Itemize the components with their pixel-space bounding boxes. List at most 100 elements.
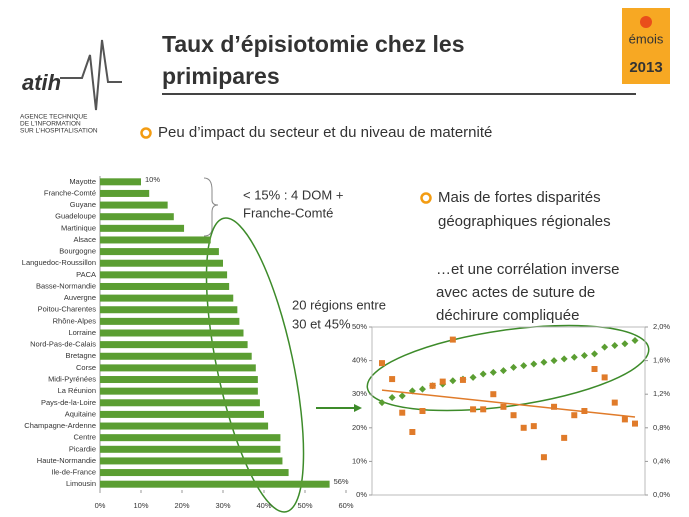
logo-sun [640,16,652,28]
point [379,360,385,367]
bar [100,178,141,186]
point [479,370,487,378]
y2-tick-label: 0,4% [653,456,670,465]
y-tick-label: 30% [352,389,367,398]
point [429,382,436,389]
bar [100,434,281,442]
logo-year: 2013 [629,59,662,76]
point [551,403,558,410]
y2-tick-label: 1,2% [653,389,670,398]
bar [100,445,281,453]
bar [100,329,244,337]
point [631,336,639,344]
bar [100,259,223,267]
bar [100,410,264,418]
annotation: 20 régions entre [292,297,386,312]
value-label: 56% [334,477,349,486]
logo-atih: atih [22,70,61,95]
bar [100,271,228,279]
point [520,424,527,431]
x-tick-label: 10% [133,501,148,510]
bar [100,306,238,314]
point [490,391,497,398]
bar [100,224,185,232]
point [469,373,477,381]
category-label: Martinique [61,223,96,232]
category-label: Auvergne [64,293,96,302]
x-tick-label: 0% [95,501,106,510]
category-label: Guyane [70,200,96,209]
point [530,423,537,430]
bar [100,387,258,395]
category-label: Ile-de-France [51,468,96,477]
bar [100,189,150,197]
category-label: Haute-Normandie [37,456,96,465]
y2-tick-label: 1,6% [653,356,670,365]
category-label: Champagne-Ardenne [24,421,96,430]
bar [100,294,234,302]
category-label: Nord-Pas-de-Calais [30,340,96,349]
point [611,341,619,349]
point [591,350,599,358]
bullet-icon [140,127,152,139]
point [409,429,416,435]
point [378,399,386,407]
bar [100,376,258,384]
point [439,378,446,385]
point [449,377,457,385]
category-label: Poitou-Charentes [38,305,97,314]
point [510,363,518,371]
logo-emois: émois [629,31,664,46]
point [480,406,487,413]
point [561,434,568,441]
point [560,355,568,363]
category-label: Alsace [73,235,96,244]
category-label: Corse [76,363,96,372]
bullet: …et une corrélation inverse [436,261,619,278]
point [470,406,477,413]
point [540,358,548,366]
point [571,412,578,419]
point [601,343,609,351]
point [489,368,497,376]
bullet-icon [420,192,432,204]
x-tick-label: 40% [256,501,271,510]
category-label: Midi-Pyrénées [48,375,96,384]
category-label: Limousin [66,479,96,488]
category-label: Centre [73,433,96,442]
bullet: déchirure compliquée [436,307,579,324]
title: Taux d’épisiotomie chez les [162,31,465,57]
category-label: Languedoc-Roussillon [22,258,96,267]
brace [203,177,219,237]
point [550,357,558,365]
plot-area [371,326,646,496]
point [580,352,588,360]
category-label: PACA [76,270,96,279]
bar [100,341,248,349]
x-tick-label: 20% [174,501,189,510]
point [389,376,396,383]
point [449,336,456,343]
category-label: La Réunion [58,386,96,395]
y-tick-label: 10% [352,456,367,465]
point [459,376,466,383]
category-label: Pays-de-la-Loire [41,398,96,407]
point [570,353,578,361]
point [500,403,507,410]
y-tick-label: 20% [352,423,367,432]
category-label: Aquitaine [65,409,96,418]
category-label: Rhône-Alpes [53,316,97,325]
bar [100,236,211,244]
annotation: Franche-Comté [243,205,333,220]
category-label: Lorraine [68,328,96,337]
category-label: Guadeloupe [55,212,96,221]
y2-tick-label: 2,0% [653,322,670,331]
y2-tick-label: 0,0% [653,490,670,499]
bullet: géographiques régionales [438,213,611,230]
point [520,362,528,370]
bar [100,469,289,477]
point [499,367,507,375]
bar [100,457,283,465]
bar [100,317,240,325]
